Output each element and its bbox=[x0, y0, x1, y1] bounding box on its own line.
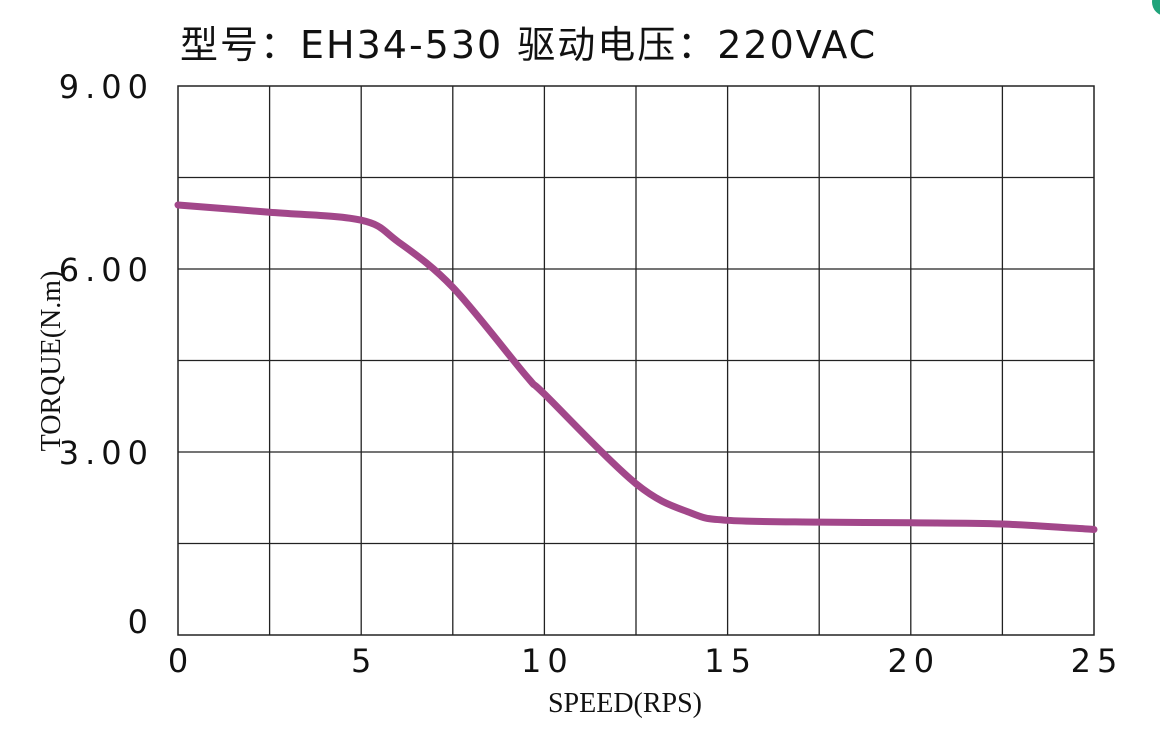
y-tick-labels: 0 3.00 6.00 9.00 bbox=[59, 68, 154, 641]
torque-curve-line bbox=[174, 201, 1098, 533]
x-tick-label: 10 bbox=[521, 642, 574, 680]
y-axis-label: TORQUE(N.m) bbox=[36, 271, 67, 452]
x-tick-label: 25 bbox=[1071, 642, 1124, 680]
chart-title: 型号：EH34-530 驱动电压：220VAC bbox=[180, 23, 877, 67]
grid-lines bbox=[178, 86, 1094, 635]
y-tick-label: 6.00 bbox=[59, 251, 154, 289]
x-axis-label: SPEED(RPS) bbox=[548, 688, 702, 719]
x-tick-label: 0 bbox=[168, 642, 194, 680]
x-tick-label: 15 bbox=[704, 642, 757, 680]
y-tick-label: 9.00 bbox=[59, 68, 154, 106]
x-tick-labels: 0 5 10 15 20 25 bbox=[168, 642, 1124, 680]
x-tick-label: 20 bbox=[887, 642, 940, 680]
plot-frame bbox=[177, 85, 1095, 636]
series-layer bbox=[174, 201, 1098, 533]
y-tick-label: 0 bbox=[128, 603, 154, 641]
y-tick-label: 3.00 bbox=[59, 434, 154, 472]
x-tick-label: 5 bbox=[351, 642, 377, 680]
corner-indicator bbox=[1152, 0, 1160, 15]
